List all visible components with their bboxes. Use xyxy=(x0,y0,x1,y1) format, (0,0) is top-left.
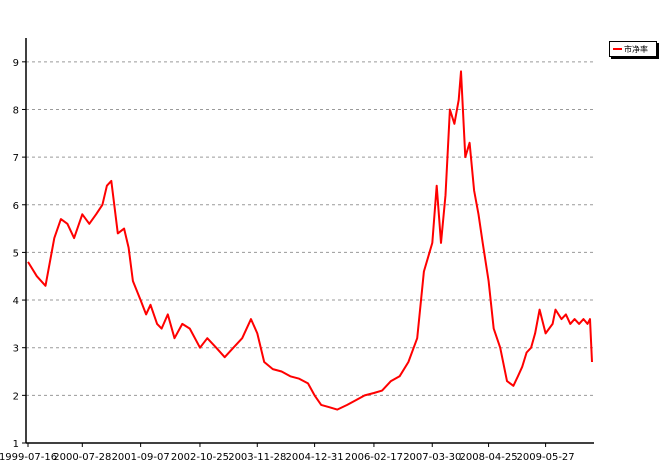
y-tick-label: 5 xyxy=(13,248,19,259)
x-tick-label: 2006-02-17 xyxy=(345,452,403,463)
x-tick-label: 2009-05-27 xyxy=(517,452,575,463)
x-tick-label: 2000-07-28 xyxy=(53,452,111,463)
legend-label: 市净率 xyxy=(624,44,648,54)
y-tick-label: 2 xyxy=(13,391,19,402)
y-tick-label: 6 xyxy=(13,201,19,212)
x-tick-label: 2001-09-07 xyxy=(112,452,170,463)
y-tick-label: 1 xyxy=(13,439,19,450)
y-tick-label: 7 xyxy=(13,153,19,164)
x-tick-label: 2003-11-28 xyxy=(228,452,286,463)
y-tick-label: 3 xyxy=(13,344,19,355)
legend: 市净率 xyxy=(609,41,657,57)
x-tick-label: 2007-03-30 xyxy=(403,452,461,463)
legend-swatch xyxy=(613,48,622,50)
x-tick-label: 1999-07-16 xyxy=(0,452,57,463)
y-tick-label: 8 xyxy=(13,105,19,116)
grid-lines xyxy=(26,61,594,396)
x-tick-label: 2002-10-25 xyxy=(171,452,229,463)
x-tick-label: 2004-12-31 xyxy=(286,452,344,463)
series-line-pb-ratio xyxy=(27,70,593,411)
y-tick-label: 9 xyxy=(13,58,19,69)
y-tick-label: 4 xyxy=(13,296,19,307)
x-tick-label: 2008-04-25 xyxy=(460,452,518,463)
y-axis-ticks: 1 2 3 4 5 6 7 8 9 xyxy=(13,58,26,450)
